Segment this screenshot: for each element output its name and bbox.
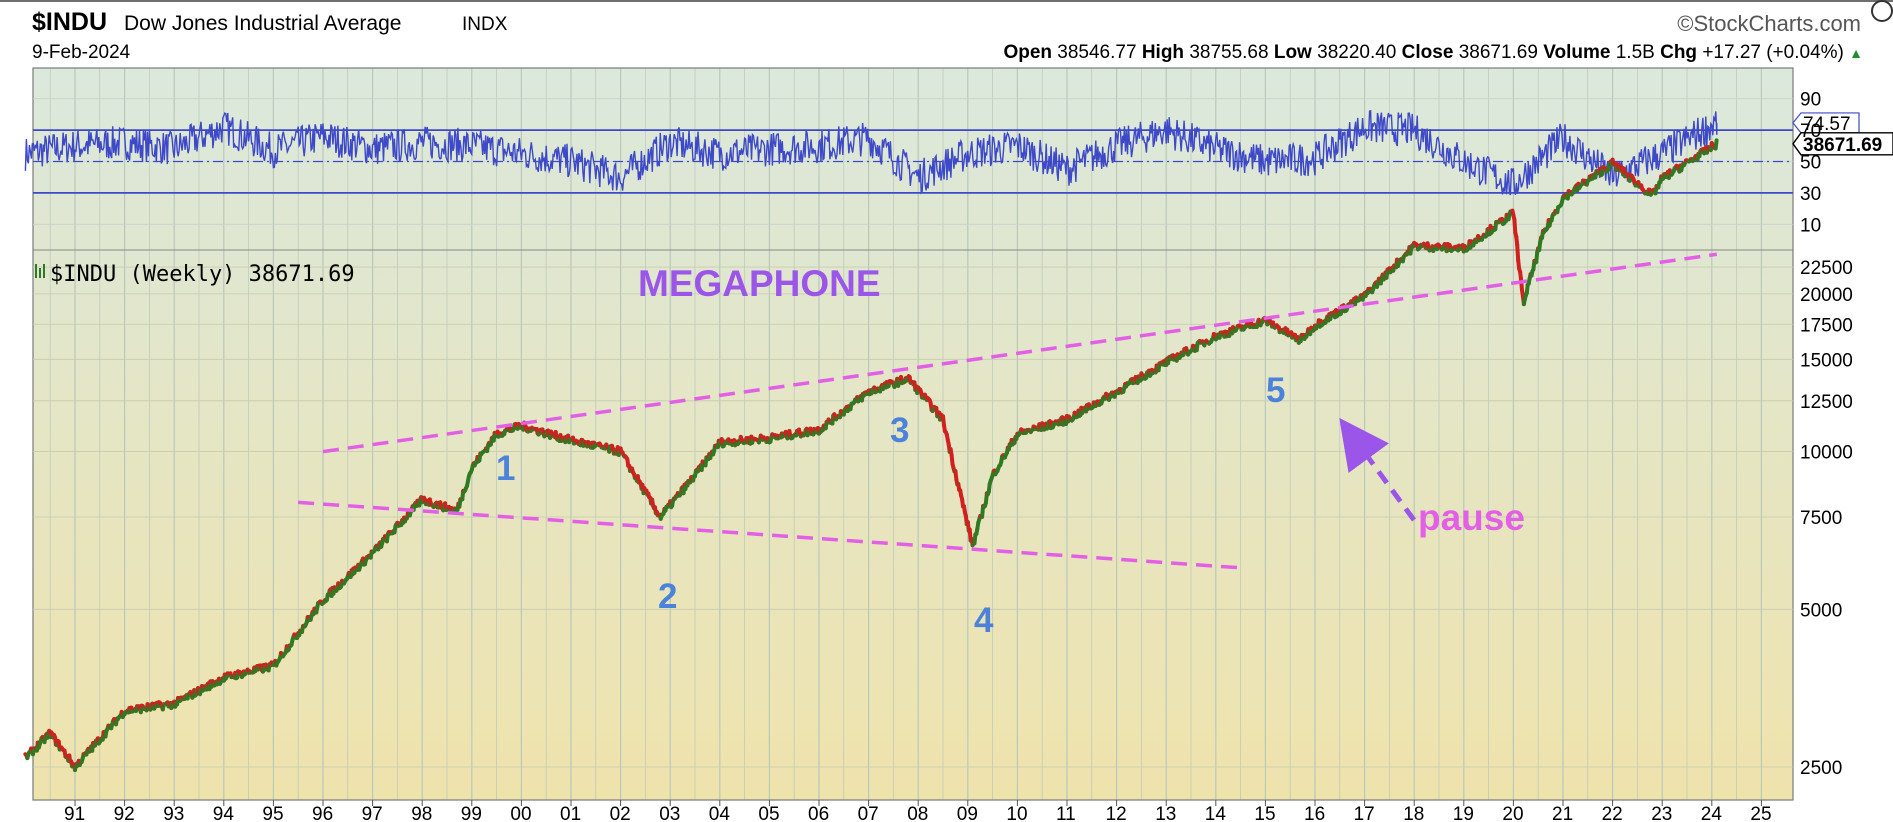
pause-arrow (1339, 417, 1417, 522)
x-tick-label: 19 (1453, 804, 1474, 822)
x-tick-label: 07 (858, 804, 879, 822)
close-value: 38671.69 (1458, 42, 1538, 63)
x-tick-label: 12 (1106, 804, 1127, 822)
price-tick-label: 7500 (1800, 508, 1842, 529)
wave-label-5: 5 (1266, 371, 1285, 410)
x-tick-label: 17 (1354, 804, 1375, 822)
x-tick-label: 25 (1750, 804, 1771, 822)
price-value-label: 38671.69 (1803, 135, 1882, 156)
close-icon[interactable] (1871, 0, 1893, 22)
x-tick-label: 94 (213, 804, 235, 822)
rsi-tick-label: 90 (1800, 90, 1821, 111)
volume-value: 1.5B (1615, 42, 1655, 63)
x-tick-label: 22 (1602, 804, 1623, 822)
volume-label: Volume (1543, 42, 1611, 63)
panel-frame (32, 67, 1794, 801)
x-tick-label: 91 (64, 804, 85, 822)
x-tick-label: 24 (1701, 804, 1723, 822)
price-tick-label: 15000 (1800, 350, 1853, 371)
price-panel: 38671.69 (23, 132, 1893, 772)
low-value: 38220.40 (1317, 42, 1397, 63)
price-tick-label: 2500 (1800, 758, 1842, 779)
price-down-segment (1512, 217, 1518, 235)
x-tick-label: 02 (610, 804, 631, 822)
rsi-line (24, 109, 1718, 196)
chg-label: Chg (1660, 42, 1698, 63)
x-tick-label: 08 (907, 804, 928, 822)
price-tick-label: 17500 (1800, 315, 1853, 336)
price-series-title: $INDU (Weekly) 38671.69 (50, 262, 355, 287)
x-tick-label: 06 (808, 804, 829, 822)
x-tick-label: 98 (411, 804, 432, 822)
rsi-tick-label: 50 (1800, 153, 1821, 174)
open-label: Open (1003, 42, 1052, 63)
x-tick-label: 92 (114, 804, 135, 822)
ohlc-readout: Open 38546.77 High 38755.68 Low 38220.40… (1003, 42, 1863, 64)
x-tick-label: 04 (709, 804, 731, 822)
x-tick-label: 01 (560, 804, 581, 822)
pause-annotation: pause (1418, 497, 1525, 538)
triangle-up-icon: ▲ (1849, 45, 1863, 61)
instrument-name: Dow Jones Industrial Average (124, 12, 402, 35)
grid-lines (32, 67, 1794, 801)
price-value-tag (1792, 132, 1893, 156)
rsi-panel: 74.57 (24, 109, 1860, 196)
x-tick-label: 14 (1205, 804, 1227, 822)
megaphone-annotation: MEGAPHONE (638, 263, 881, 304)
symbol-title: $INDU (32, 8, 108, 36)
open-value: 38546.77 (1057, 42, 1137, 63)
wave-label-3: 3 (890, 411, 909, 450)
low-label: Low (1273, 42, 1312, 63)
price-up-segment (1713, 138, 1719, 151)
lower-trendline (298, 500, 1241, 570)
x-tick-label: 95 (262, 804, 283, 822)
rsi-value-tag (1792, 112, 1860, 134)
x-tick-label: 10 (1006, 804, 1027, 822)
chart-date: 9-Feb-2024 (32, 42, 131, 63)
x-tick-label: 09 (957, 804, 978, 822)
wave-label-2: 2 (658, 577, 677, 616)
price-tick-label: 5000 (1800, 600, 1842, 621)
x-tick-label: 23 (1651, 804, 1672, 822)
close-label: Close (1401, 42, 1454, 63)
high-label: High (1141, 42, 1185, 63)
x-tick-label: 96 (312, 804, 333, 822)
window-top-border (0, 0, 1893, 2)
chg-value: +17.27 (+0.04%) (1702, 42, 1844, 63)
x-tick-label: 93 (163, 804, 184, 822)
x-tick-label: 21 (1552, 804, 1573, 822)
x-tick-label: 20 (1502, 804, 1523, 822)
wave-label-4: 4 (974, 601, 994, 640)
price-down-segment (1515, 242, 1521, 263)
price-tick-label: 20000 (1800, 285, 1853, 306)
x-tick-label: 99 (461, 804, 482, 822)
chart-background (33, 68, 1793, 800)
price-tick-label: 12500 (1800, 392, 1853, 413)
axes: 9070503010225002000017500150001250010000… (64, 90, 1853, 822)
rsi-tick-label: 70 (1800, 121, 1821, 142)
x-tick-label: 03 (659, 804, 680, 822)
wave-label-1: 1 (496, 449, 515, 488)
rsi-tick-label: 10 (1800, 215, 1821, 236)
x-tick-label: 15 (1254, 804, 1275, 822)
rsi-tick-label: 30 (1800, 184, 1821, 205)
chart-type-icon (35, 264, 45, 278)
x-tick-label: 16 (1304, 804, 1325, 822)
x-tick-label: 11 (1056, 804, 1076, 822)
high-value: 38755.68 (1189, 42, 1269, 63)
x-tick-label: 05 (758, 804, 779, 822)
price-tick-label: 22500 (1800, 258, 1853, 279)
price-tick-label: 10000 (1800, 443, 1853, 464)
exchange-label: INDX (462, 14, 508, 35)
x-tick-label: 13 (1155, 804, 1176, 822)
rsi-value-label: 74.57 (1803, 114, 1851, 135)
x-tick-label: 00 (510, 804, 531, 822)
x-tick-label: 97 (362, 804, 383, 822)
x-tick-label: 18 (1403, 804, 1424, 822)
upper-trendline (322, 252, 1718, 454)
stockcharts-logo: ©StockCharts.com (1677, 11, 1861, 36)
